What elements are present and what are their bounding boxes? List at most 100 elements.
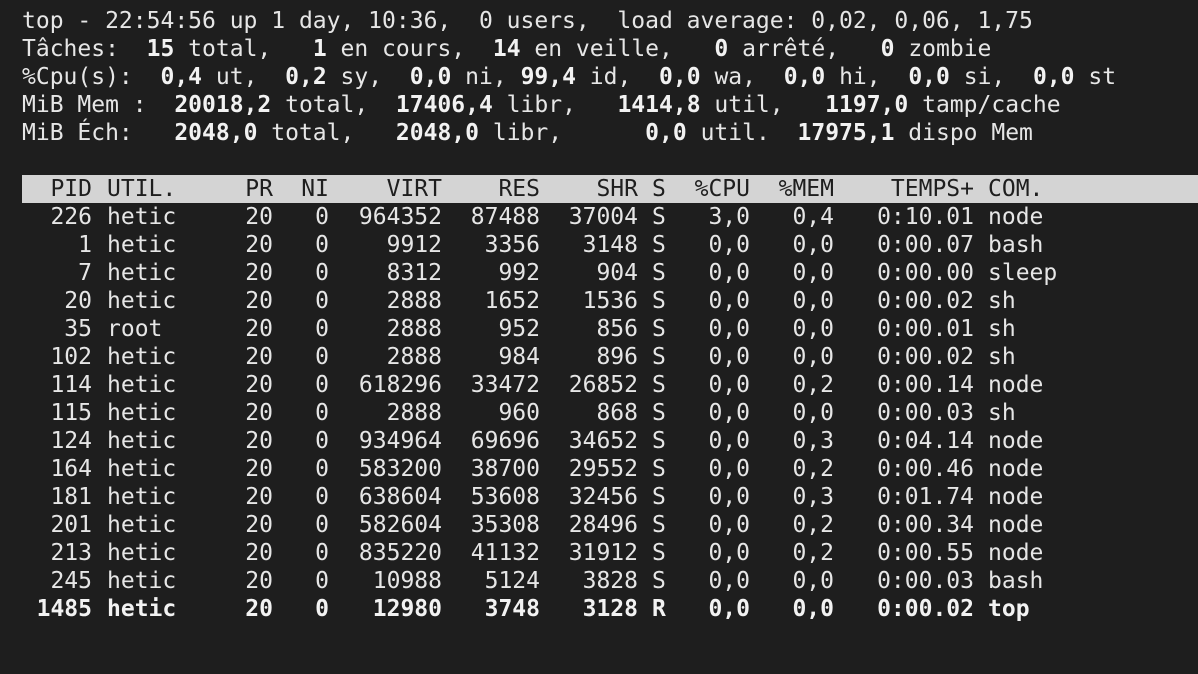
process-state: S	[652, 456, 666, 482]
process-nice: 0	[315, 428, 329, 454]
process-user: hetic	[107, 596, 177, 622]
process-shr: 3828	[582, 568, 638, 594]
summary-value: 0,0	[783, 64, 826, 90]
summary-text: arrêté,	[728, 36, 881, 62]
process-row: 1 hetic 20 0 9912 3356 3148 S 0,0 0,0 0:00.07 bash	[22, 231, 1198, 259]
summary-value: 0,0	[645, 120, 687, 146]
process-state: R	[652, 596, 666, 622]
process-time: 0:01.74	[877, 484, 974, 510]
summary-value: 0,4	[160, 64, 203, 90]
summary-text: wa,	[700, 64, 784, 90]
process-command: bash	[988, 232, 1044, 258]
process-command: node	[988, 428, 1044, 454]
process-mem: 0,3	[792, 428, 834, 454]
summary-text: en veille,	[520, 36, 715, 62]
process-command: sh	[988, 400, 1016, 426]
process-command: sh	[988, 344, 1016, 370]
process-shr: 3128	[582, 596, 638, 622]
process-mem: 0,0	[792, 344, 834, 370]
process-res: 960	[498, 400, 540, 426]
process-state: S	[652, 372, 666, 398]
process-res: 35308	[470, 512, 540, 538]
summary-text: %Cpu(s):	[22, 64, 161, 90]
process-row: 226 hetic 20 0 964352 87488 37004 S 3,0 0,4 0:10.0…	[22, 203, 1198, 231]
process-nice: 0	[315, 400, 329, 426]
summary-value: 0,0	[908, 64, 950, 90]
process-user: hetic	[107, 428, 177, 454]
process-shr: 26852	[568, 372, 638, 398]
process-res: 41132	[470, 540, 540, 566]
process-shr: 904	[596, 260, 638, 286]
summary-text: MiB Éch:	[22, 120, 175, 146]
process-user: root	[107, 316, 163, 342]
process-cpu: 0,0	[708, 316, 750, 342]
process-user: hetic	[107, 204, 177, 230]
summary-text: ni,	[451, 64, 521, 90]
process-cpu: 0,0	[708, 484, 750, 510]
process-pid: 1	[78, 232, 92, 258]
process-time: 0:04.14	[877, 428, 974, 454]
process-time: 0:00.02	[877, 596, 974, 622]
cpu-line: %Cpu(s): 0,4 ut, 0,2 sy, 0,0 ni, 99,4 id…	[22, 63, 1198, 91]
summary-text: MiB Mem :	[22, 92, 175, 118]
process-command: node	[988, 372, 1044, 398]
process-command: top	[988, 596, 1030, 622]
column-header-state: S	[652, 176, 666, 202]
summary-value: 0	[714, 36, 729, 62]
column-header-mem: %MEM	[778, 176, 834, 202]
process-time: 0:00.03	[877, 400, 974, 426]
process-command: sh	[988, 288, 1016, 314]
process-row: 245 hetic 20 0 10988 5124 3828 S 0,0 0,0 0:00.03 ba…	[22, 567, 1198, 595]
process-row: 115 hetic 20 0 2888 960 868 S 0,0 0,0 0:00.03 sh	[22, 399, 1198, 427]
process-state: S	[652, 540, 666, 566]
process-mem: 0,0	[792, 288, 834, 314]
process-priority: 20	[245, 372, 273, 398]
summary-text: top - 22:54:56 up 1 day, 10:36, 0 users,…	[22, 8, 1033, 34]
summary-value: 0,0	[409, 64, 452, 90]
process-priority: 20	[245, 512, 273, 538]
process-time: 0:10.01	[877, 204, 974, 230]
process-virt: 2888	[386, 344, 442, 370]
process-virt: 8312	[386, 260, 442, 286]
process-row: 20 hetic 20 0 2888 1652 1536 S 0,0 0,0 0:00.02 sh	[22, 287, 1198, 315]
process-mem: 0,2	[792, 372, 834, 398]
process-table-header: PID UTIL. PR NI VIRT RES SHR S %CPU %MEM…	[22, 175, 1198, 203]
process-res: 952	[498, 316, 540, 342]
process-res: 69696	[470, 428, 540, 454]
process-cpu: 0,0	[708, 596, 750, 622]
process-nice: 0	[315, 344, 329, 370]
process-shr: 3148	[582, 232, 638, 258]
process-virt: 2888	[386, 316, 442, 342]
process-nice: 0	[315, 260, 329, 286]
process-time: 0:00.34	[877, 512, 974, 538]
summary-value: 2048,0	[174, 120, 258, 146]
summary-text: ut,	[202, 64, 286, 90]
summary-text: en cours,	[326, 36, 493, 62]
process-nice: 0	[315, 232, 329, 258]
process-nice: 0	[315, 568, 329, 594]
summary-text: sy,	[326, 64, 410, 90]
summary-text: si,	[949, 64, 1033, 90]
process-user: hetic	[107, 400, 177, 426]
process-state: S	[652, 568, 666, 594]
process-pid: 245	[50, 568, 92, 594]
process-res: 984	[498, 344, 540, 370]
process-user: hetic	[107, 484, 177, 510]
process-row: 7 hetic 20 0 8312 992 904 S 0,0 0,0 0:00.00 sleep	[22, 259, 1198, 287]
process-mem: 0,2	[792, 512, 834, 538]
process-priority: 20	[245, 344, 273, 370]
summary-value: 15	[146, 36, 175, 62]
process-mem: 0,4	[792, 204, 834, 230]
process-priority: 20	[245, 316, 273, 342]
process-user: hetic	[107, 372, 177, 398]
process-pid: 7	[78, 260, 92, 286]
process-cpu: 3,0	[708, 204, 750, 230]
summary-text: libr,	[479, 120, 646, 146]
process-command: sleep	[988, 260, 1058, 286]
process-virt: 2888	[386, 400, 442, 426]
process-cpu: 0,0	[708, 568, 750, 594]
process-nice: 0	[315, 484, 329, 510]
process-time: 0:00.02	[877, 288, 974, 314]
summary-text: hi,	[825, 64, 909, 90]
process-cpu: 0,0	[708, 428, 750, 454]
